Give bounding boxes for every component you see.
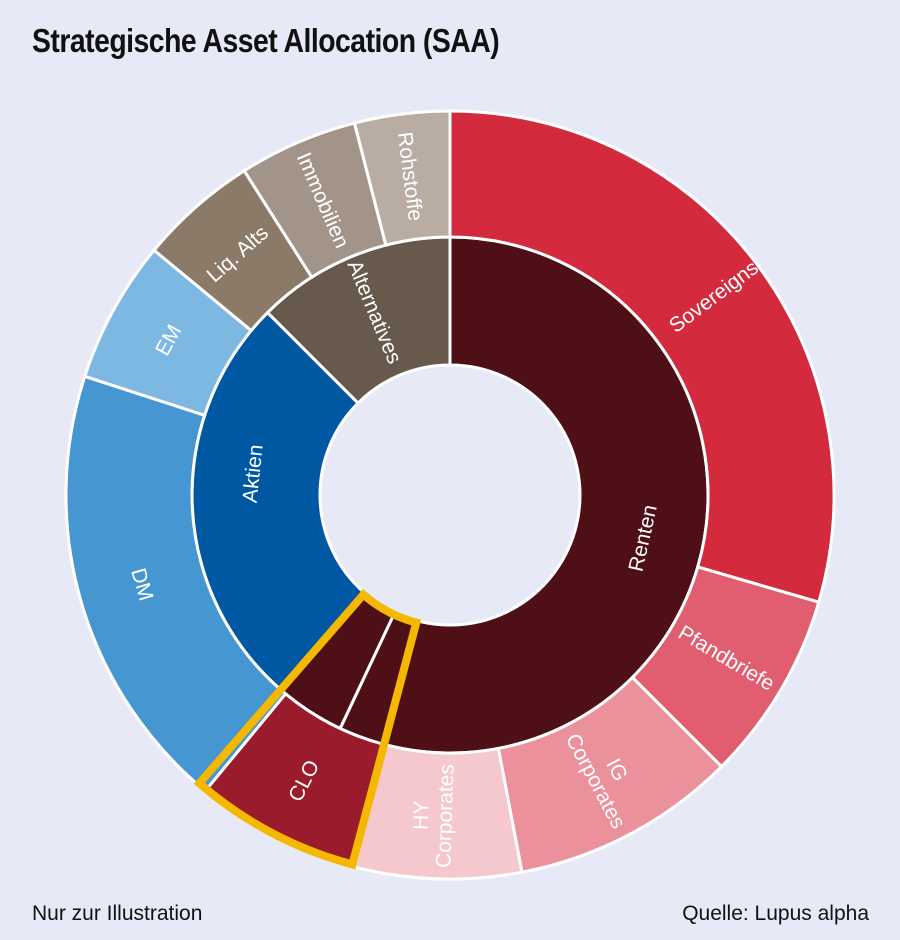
clo-highlight-outline [193, 588, 422, 870]
outer-sector-sovereigns[interactable] [448, 109, 836, 604]
outer-sector-rohstoffe[interactable] [352, 109, 452, 247]
outer-sector-dm[interactable] [64, 374, 288, 793]
footnote-illustration: Nur zur Illustration [32, 902, 203, 925]
label-hy-corporates: HYCorporates [408, 763, 458, 868]
footnote-source: Quelle: Lupus alpha [682, 902, 869, 925]
chart-title: Strategische Asset Allocation (SAA) [32, 22, 500, 59]
